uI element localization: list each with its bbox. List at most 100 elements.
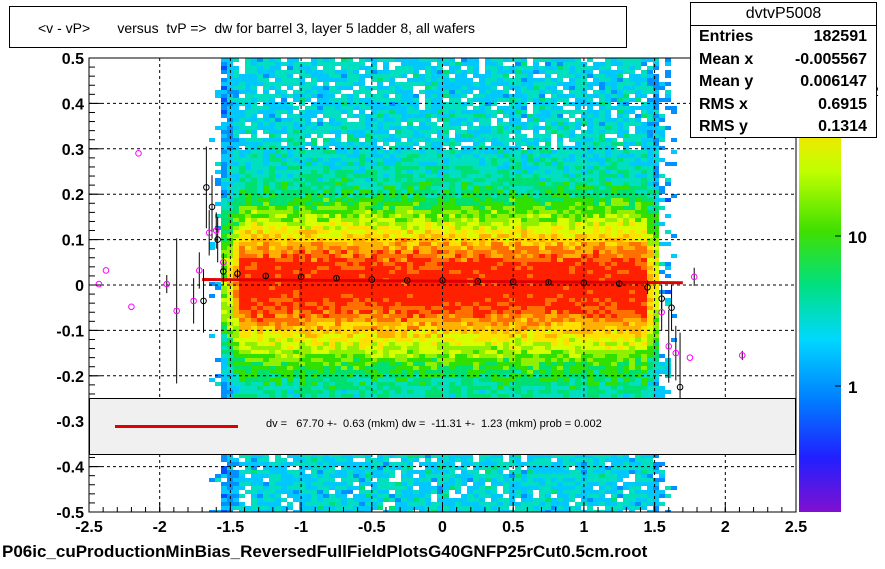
heat-cell xyxy=(281,306,287,310)
heat-cell xyxy=(317,350,323,354)
heat-cell xyxy=(305,486,311,490)
heat-cell xyxy=(389,390,395,394)
heat-cell xyxy=(221,242,227,246)
heat-cell xyxy=(311,202,317,206)
heat-cell xyxy=(455,302,461,306)
heat-cell xyxy=(329,302,335,306)
heat-cell xyxy=(365,178,371,182)
heat-cell xyxy=(257,358,263,362)
heat-cell xyxy=(419,158,425,162)
heat-cell xyxy=(365,154,371,158)
heat-cell xyxy=(323,110,329,114)
heat-cell xyxy=(389,182,395,186)
heat-cell xyxy=(491,342,497,346)
heat-cell xyxy=(359,322,365,326)
heat-cell xyxy=(479,106,485,110)
heat-cell xyxy=(425,194,431,198)
heat-cell xyxy=(371,210,377,214)
heat-cell xyxy=(227,150,233,154)
heat-cell xyxy=(287,350,293,354)
heat-cell xyxy=(275,286,281,290)
heat-cell xyxy=(353,162,359,166)
heat-cell xyxy=(275,170,281,174)
heat-cell xyxy=(401,126,407,130)
heat-cell xyxy=(221,322,227,326)
heat-cell xyxy=(275,494,281,498)
heat-cell xyxy=(401,498,407,502)
heat-cell xyxy=(275,274,281,278)
heat-cell xyxy=(377,242,383,246)
heat-cell xyxy=(257,454,263,458)
heat-cell xyxy=(257,206,263,210)
heat-cell xyxy=(251,294,257,298)
heat-cell xyxy=(275,350,281,354)
heat-cell xyxy=(311,162,317,166)
heat-cell xyxy=(437,222,443,226)
heat-cell xyxy=(359,310,365,314)
heat-cell xyxy=(239,478,245,482)
heat-cell xyxy=(317,130,323,134)
heat-cell xyxy=(419,198,425,202)
heat-cell xyxy=(359,494,365,498)
heat-cell xyxy=(473,334,479,338)
heat-cell xyxy=(281,318,287,322)
heat-cell xyxy=(299,142,305,146)
heat-cell xyxy=(221,290,227,294)
heat-cell xyxy=(347,322,353,326)
heat-cell xyxy=(371,182,377,186)
heat-cell xyxy=(215,282,221,286)
heat-cell xyxy=(347,470,353,474)
heat-cell xyxy=(341,194,347,198)
heat-cell xyxy=(239,386,245,390)
heat-cell xyxy=(479,286,485,290)
heat-cell xyxy=(365,358,371,362)
heat-cell xyxy=(299,310,305,314)
heat-cell xyxy=(341,302,347,306)
heat-cell xyxy=(401,466,407,470)
heat-cell xyxy=(257,366,263,370)
heat-cell xyxy=(479,254,485,258)
heat-cell xyxy=(299,118,305,122)
heat-cell xyxy=(419,310,425,314)
heat-cell xyxy=(383,90,389,94)
heat-cell xyxy=(479,90,485,94)
heat-cell xyxy=(263,286,269,290)
heat-cell xyxy=(287,502,293,506)
heat-cell xyxy=(323,154,329,158)
heat-cell xyxy=(329,126,335,130)
heat-cell xyxy=(239,262,245,266)
heat-cell xyxy=(233,366,239,370)
heat-cell xyxy=(383,494,389,498)
heat-cell xyxy=(341,206,347,210)
heat-cell xyxy=(467,214,473,218)
heat-cell xyxy=(341,378,347,382)
heat-cell xyxy=(221,70,227,74)
heat-cell xyxy=(419,110,425,114)
heat-cell xyxy=(233,482,239,486)
heat-cell xyxy=(311,342,317,346)
heat-cell xyxy=(431,266,437,270)
heat-cell xyxy=(443,234,449,238)
heat-cell xyxy=(215,126,221,130)
heat-cell xyxy=(329,62,335,66)
heat-cell xyxy=(389,314,395,318)
heat-cell xyxy=(323,246,329,250)
heat-cell xyxy=(323,334,329,338)
heat-cell xyxy=(377,266,383,270)
heat-cell xyxy=(371,134,377,138)
heat-cell xyxy=(365,350,371,354)
heat-cell xyxy=(455,106,461,110)
heat-cell xyxy=(299,230,305,234)
heat-cell xyxy=(455,190,461,194)
heat-cell xyxy=(347,266,353,270)
heat-cell xyxy=(383,390,389,394)
heat-cell xyxy=(365,382,371,386)
heat-cell xyxy=(245,334,251,338)
heat-cell xyxy=(269,386,275,390)
heat-cell xyxy=(407,142,413,146)
heat-cell xyxy=(257,262,263,266)
heat-cell xyxy=(263,214,269,218)
heat-cell xyxy=(227,366,233,370)
heat-cell xyxy=(239,222,245,226)
heat-cell xyxy=(407,122,413,126)
